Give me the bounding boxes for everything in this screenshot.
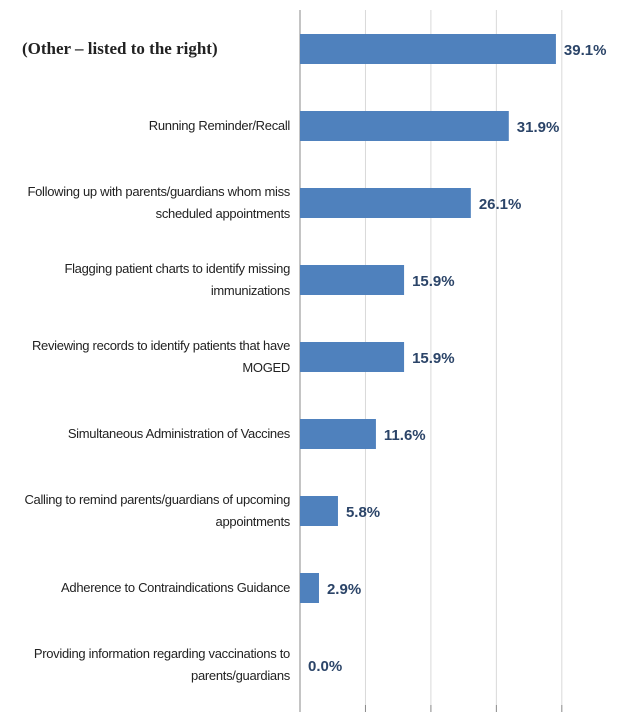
- bar: [300, 265, 405, 295]
- bar: [300, 34, 556, 64]
- value-label: 11.6%: [384, 427, 426, 444]
- category-label: Providing information regarding vaccinat…: [33, 646, 290, 683]
- value-label: 2.9%: [327, 581, 361, 598]
- category-label: Running Reminder/Recall: [148, 118, 291, 133]
- value-label: 0.0%: [308, 658, 342, 675]
- value-label: 31.9%: [517, 119, 560, 136]
- value-label: 15.9%: [412, 273, 455, 290]
- category-label: (Other – listed to the right): [22, 39, 218, 58]
- category-label: Following up with parents/guardians whom…: [27, 184, 290, 221]
- bar: [300, 496, 338, 526]
- value-label: 26.1%: [479, 196, 522, 213]
- value-label: 5.8%: [346, 504, 380, 521]
- value-label: 39.1%: [564, 42, 607, 59]
- bar: [300, 419, 376, 449]
- value-label: 15.9%: [412, 350, 455, 367]
- bar: [300, 573, 319, 603]
- bar: [300, 111, 509, 141]
- category-label: Flagging patient charts to identify miss…: [64, 261, 290, 298]
- bar: [300, 342, 405, 372]
- category-label: Calling to remind parents/guardians of u…: [24, 492, 290, 529]
- category-label: Reviewing records to identify patients t…: [31, 338, 290, 375]
- bar: [300, 188, 471, 218]
- category-label: Adherence to Contraindications Guidance: [61, 580, 290, 595]
- category-label: Simultaneous Administration of Vaccines: [67, 426, 290, 441]
